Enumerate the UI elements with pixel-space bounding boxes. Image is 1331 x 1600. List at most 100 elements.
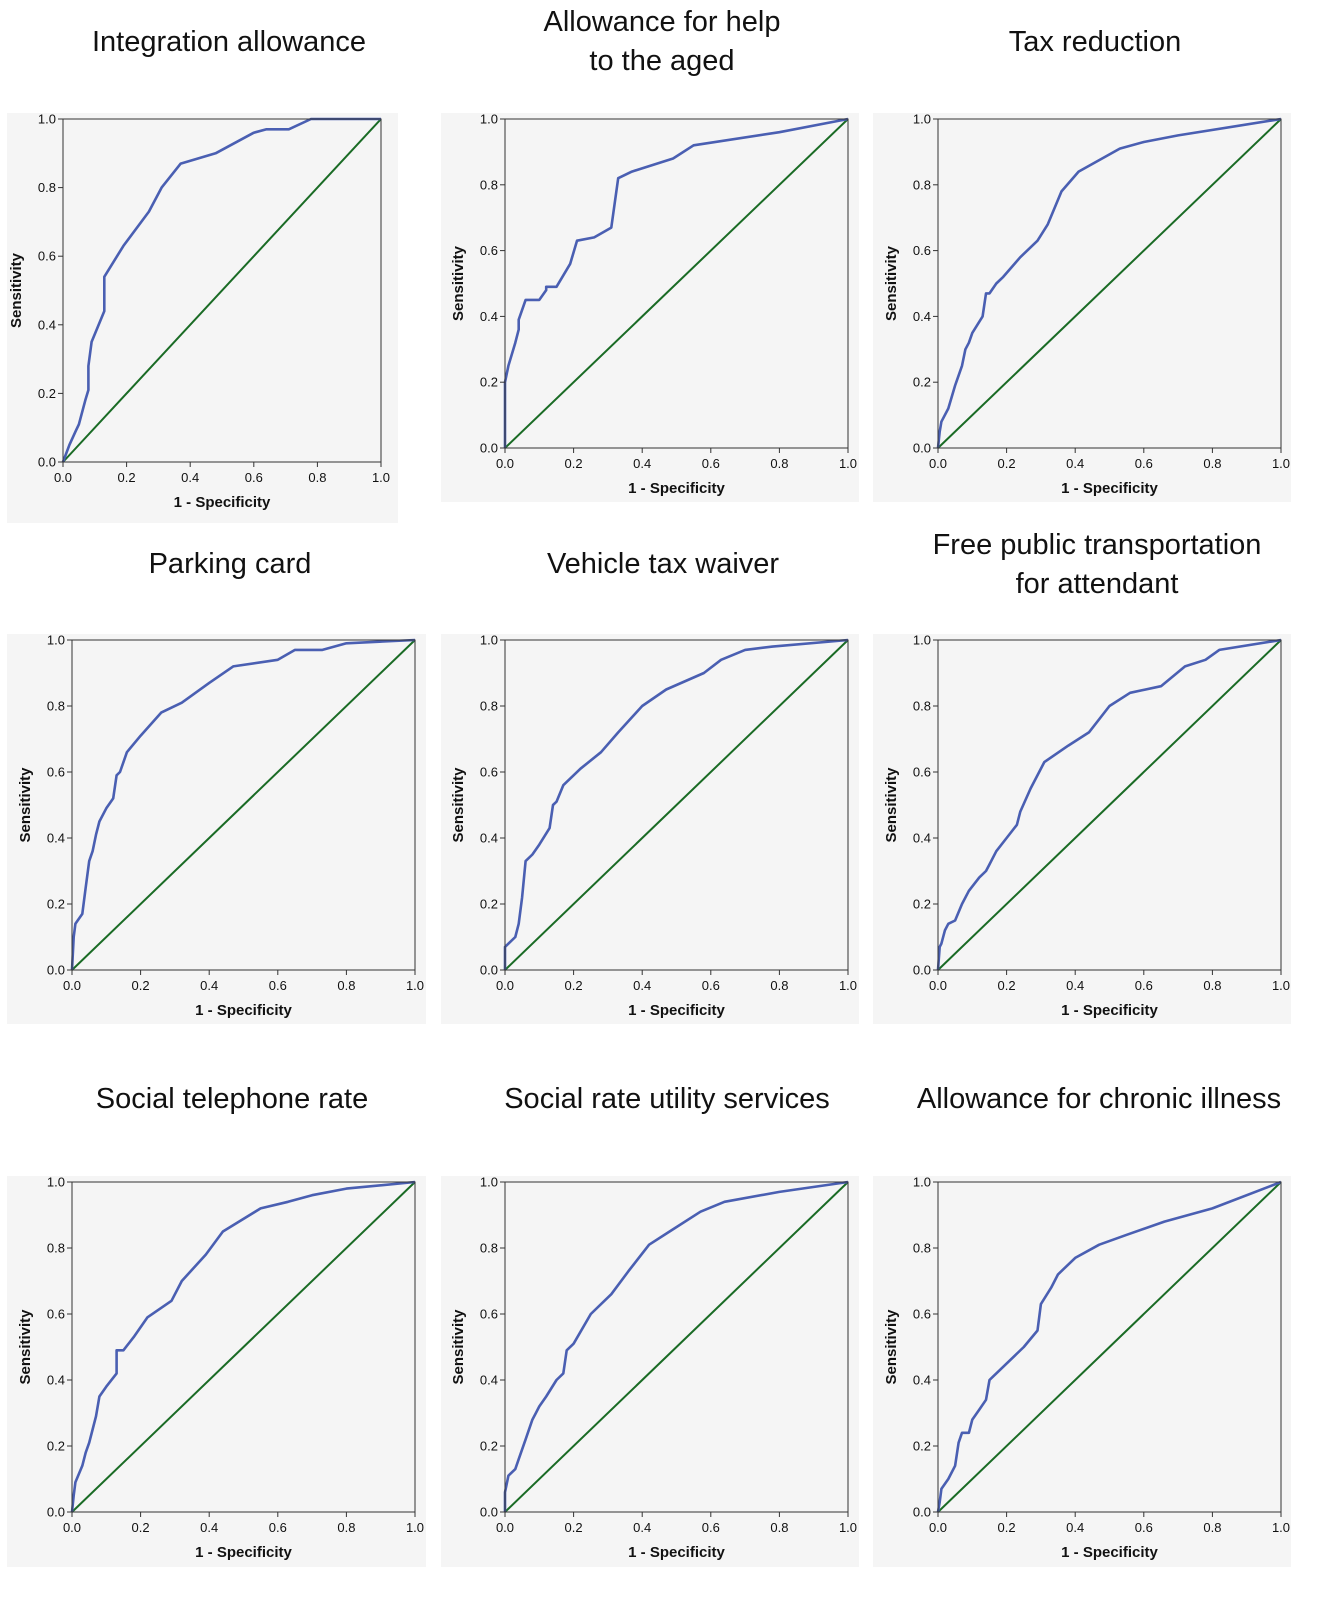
plot-background	[873, 634, 1291, 1024]
y-tick-label: 0.8	[47, 1241, 65, 1256]
x-axis-label: 1 - Specificity	[1061, 1544, 1158, 1561]
y-axis-label: Sensitivity	[17, 1309, 34, 1385]
x-tick-label: 0.6	[269, 1520, 287, 1535]
y-tick-label: 0.0	[47, 963, 65, 978]
y-tick-label: 0.2	[913, 897, 931, 912]
y-tick-label: 0.8	[38, 180, 56, 195]
reference-line	[937, 639, 1282, 971]
x-axis-label: 1 - Specificity	[174, 494, 271, 511]
axes-frame	[71, 639, 416, 971]
y-tick-label: 1.0	[913, 112, 931, 127]
y-tick-label: 0.8	[913, 699, 931, 714]
x-tick-label: 0.4	[1066, 978, 1084, 993]
y-tick-label: 0.6	[38, 249, 56, 264]
x-tick-label: 0.8	[337, 978, 355, 993]
plot-background	[441, 113, 859, 502]
x-tick-label: 0.0	[63, 978, 81, 993]
y-tick-label: 0.8	[913, 177, 931, 192]
x-axis-label: 1 - Specificity	[1061, 1002, 1158, 1019]
reference-line	[504, 118, 849, 449]
roc-curve	[503, 638, 849, 970]
y-tick-label: 0.4	[480, 1373, 498, 1388]
x-tick-label: 0.4	[200, 978, 218, 993]
plot-background	[7, 634, 426, 1024]
x-tick-label: 0.8	[1203, 978, 1221, 993]
y-tick-label: 0.2	[38, 386, 56, 401]
x-tick-label: 0.4	[181, 470, 199, 485]
x-tick-label: 0.6	[269, 978, 287, 993]
x-axis-label: 1 - Specificity	[628, 480, 725, 497]
y-tick-label: 0.0	[913, 963, 931, 978]
y-tick-label: 1.0	[47, 1175, 65, 1190]
y-tick-label: 0.4	[913, 1373, 931, 1388]
reference-line	[504, 1181, 849, 1513]
y-tick-label: 1.0	[913, 633, 931, 648]
plot-background	[7, 113, 398, 523]
x-tick-label: 1.0	[839, 456, 857, 471]
axes-frame	[504, 1181, 849, 1513]
x-tick-label: 0.8	[1203, 456, 1221, 471]
x-tick-label: 0.4	[200, 1520, 218, 1535]
x-tick-label: 0.8	[308, 470, 326, 485]
y-tick-label: 0.6	[480, 765, 498, 780]
x-tick-label: 0.0	[54, 470, 72, 485]
y-tick-label: 0.8	[913, 1241, 931, 1256]
chart-title: Allowance for chronic illness	[916, 1082, 1282, 1115]
reference-line	[504, 639, 849, 971]
chart-title: Social rate utility services	[504, 1082, 830, 1115]
y-axis-label: Sensitivity	[883, 245, 900, 321]
x-tick-label: 0.8	[337, 1520, 355, 1535]
chart-title: Social telephone rate	[95, 1082, 369, 1115]
x-tick-label: 0.0	[929, 978, 947, 993]
y-tick-label: 0.0	[480, 441, 498, 456]
roc-curve	[936, 638, 1282, 971]
y-axis-label: Sensitivity	[8, 252, 25, 328]
y-tick-label: 0.2	[480, 897, 498, 912]
roc-curve	[61, 117, 381, 463]
x-tick-label: 0.2	[998, 978, 1016, 993]
chart-title: Vehicle tax waiver	[546, 547, 780, 580]
x-tick-label: 0.2	[998, 1520, 1016, 1535]
roc-curve	[936, 1180, 1282, 1513]
x-tick-label: 1.0	[372, 470, 390, 485]
y-tick-label: 0.6	[913, 243, 931, 258]
axes-frame	[504, 118, 849, 449]
x-tick-label: 0.2	[132, 978, 150, 993]
chart-title: Tax reduction	[1008, 25, 1182, 58]
x-tick-label: 0.4	[633, 978, 651, 993]
x-tick-label: 0.6	[1135, 456, 1153, 471]
chart-title-line: Allowance for help	[543, 5, 781, 38]
x-tick-label: 1.0	[406, 978, 424, 993]
x-tick-label: 0.6	[245, 470, 263, 485]
y-tick-label: 0.4	[47, 1373, 65, 1388]
x-tick-label: 0.8	[1203, 1520, 1221, 1535]
x-tick-label: 0.8	[770, 1520, 788, 1535]
x-tick-label: 0.4	[1066, 1520, 1084, 1535]
y-tick-label: 0.6	[47, 1307, 65, 1322]
y-tick-label: 0.4	[480, 831, 498, 846]
x-tick-label: 0.2	[998, 456, 1016, 471]
chart-title: Free public transportation for attendant	[797, 526, 1331, 604]
x-tick-label: 0.6	[702, 456, 720, 471]
x-tick-label: 0.6	[1135, 1520, 1153, 1535]
y-tick-label: 1.0	[480, 633, 498, 648]
x-tick-label: 1.0	[839, 978, 857, 993]
y-tick-label: 0.2	[47, 1439, 65, 1454]
chart-title: Integration allowance	[91, 25, 367, 58]
y-tick-label: 0.2	[913, 1439, 931, 1454]
y-axis-label: Sensitivity	[450, 245, 467, 321]
x-tick-label: 0.0	[929, 1520, 947, 1535]
y-tick-label: 0.8	[480, 699, 498, 714]
x-tick-label: 0.0	[63, 1520, 81, 1535]
chart-title: Allowance for help to the aged	[362, 3, 962, 81]
y-tick-label: 0.4	[38, 317, 56, 332]
x-axis-label: 1 - Specificity	[1061, 480, 1158, 497]
chart-title-line: to the aged	[589, 44, 735, 77]
plot-background	[873, 1176, 1291, 1567]
y-tick-label: 0.0	[480, 1505, 498, 1520]
x-tick-label: 1.0	[1272, 978, 1290, 993]
